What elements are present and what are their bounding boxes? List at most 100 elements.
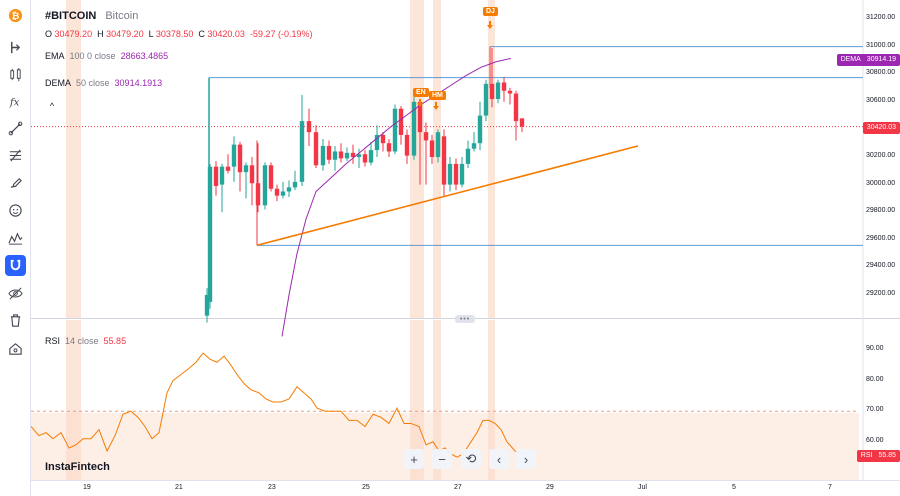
indicators-fx-icon[interactable]: fx: [5, 91, 26, 112]
candle: [380, 134, 386, 144]
rsi-legend[interactable]: RSI 14 close 55.85: [45, 336, 126, 346]
candle: [368, 150, 374, 163]
candle: [204, 295, 210, 316]
low-label: L: [148, 29, 154, 39]
candle: [332, 151, 338, 160]
time-axis-label: Jul: [638, 484, 647, 491]
cursor-icon[interactable]: [5, 37, 26, 58]
trend-line: [256, 145, 639, 247]
time-axis-label: 21: [175, 484, 183, 491]
event-arrow-icon: [417, 99, 423, 107]
magnet-icon[interactable]: [5, 255, 26, 276]
dema-value: 30914.1913: [114, 78, 163, 88]
candle: [350, 152, 356, 157]
candle: [507, 90, 513, 94]
svg-text:fx: fx: [9, 96, 20, 108]
candle: [262, 165, 268, 206]
home-icon[interactable]: [5, 338, 26, 359]
collapse-legend-button[interactable]: ^: [49, 101, 55, 111]
candle: [398, 108, 404, 135]
trash-icon[interactable]: [5, 310, 26, 331]
candle: [313, 132, 319, 166]
event-marker-dj[interactable]: DJ: [483, 7, 498, 16]
candle: [404, 134, 410, 156]
dema-legend[interactable]: DEMA 50 close 30914.1913: [45, 78, 162, 88]
open-value: 30479.20: [54, 29, 93, 39]
event-band-rsi: [66, 320, 81, 480]
event-band-rsi: [410, 320, 424, 480]
dema-params: 50 close: [76, 78, 110, 88]
smiley-icon[interactable]: [5, 200, 26, 221]
candle: [362, 154, 368, 163]
candle: [255, 183, 261, 206]
price-axis-label: 30800.00: [866, 69, 896, 77]
ema-name: EMA: [45, 51, 65, 61]
symbol-name[interactable]: #BITCOIN: [45, 10, 97, 22]
pane-resize-handle[interactable]: •••: [455, 315, 475, 323]
high-label: H: [97, 29, 104, 39]
candle: [483, 83, 489, 116]
candle: [219, 166, 225, 185]
event-band: [488, 0, 495, 318]
price-axis-label: 29800.00: [866, 207, 896, 215]
chart-canvas[interactable]: [31, 0, 900, 496]
candle: [465, 148, 471, 164]
ema-legend[interactable]: EMA 100 0 close 28663.4865: [45, 51, 168, 61]
fibonacci-icon[interactable]: [5, 145, 26, 166]
candle: [286, 187, 292, 192]
candle: [435, 132, 441, 157]
candle: [513, 93, 519, 122]
price-axis-label: 30600.00: [866, 96, 896, 104]
rsi-value-tag: RSI 55.85: [856, 450, 900, 462]
bitcoin-logo-icon: ₿: [5, 5, 26, 26]
trend-line-icon[interactable]: [5, 118, 26, 139]
candle: [501, 82, 507, 91]
candle: [338, 151, 344, 159]
rsi-value: 55.85: [103, 336, 127, 346]
event-band: [433, 0, 441, 318]
event-marker-hm[interactable]: HM: [429, 91, 446, 100]
svg-text:₿: ₿: [12, 11, 20, 21]
price-axis-label: 31000.00: [866, 41, 896, 49]
price-axis-label: 29400.00: [866, 262, 896, 270]
candle: [225, 166, 231, 171]
candle: [471, 143, 477, 149]
reset-chart-button[interactable]: ⟲: [461, 449, 481, 469]
patterns-icon[interactable]: [5, 228, 26, 249]
candle: [392, 108, 398, 152]
candle: [280, 191, 286, 196]
candle: [356, 154, 362, 157]
low-value: 30378.50: [155, 29, 194, 39]
price-axis-label: 31200.00: [866, 14, 896, 21]
eye-icon[interactable]: [5, 283, 26, 304]
rsi-axis-label: 90.00: [866, 345, 884, 352]
candle: [459, 163, 465, 185]
zoom-in-button[interactable]: +: [404, 449, 424, 469]
scroll-right-button[interactable]: ›: [516, 449, 536, 469]
rsi-name: RSI: [45, 336, 61, 346]
price-axis-label: 29200.00: [866, 290, 896, 297]
scroll-left-button[interactable]: ‹: [489, 449, 509, 469]
chart-area[interactable]: #BITCOIN Bitcoin O 30479.20 H 30479.20 L…: [31, 0, 900, 496]
dema-tag-label: DEMA: [840, 56, 861, 63]
candle: [411, 101, 417, 156]
candle: [447, 163, 453, 185]
symbol-description: Bitcoin: [105, 10, 139, 22]
candle: [429, 140, 435, 157]
candles-icon[interactable]: [5, 64, 26, 85]
price-axis-label: 30200.00: [866, 152, 896, 159]
dema-tag-value: 30914.19: [866, 56, 896, 63]
current-price-value: 30420.03: [866, 124, 896, 131]
zoom-out-button[interactable]: −: [432, 449, 452, 469]
brush-icon[interactable]: [5, 172, 26, 193]
event-band: [410, 0, 424, 318]
time-axis-label: 7: [828, 484, 832, 491]
close-label: C: [198, 29, 205, 39]
event-marker-en[interactable]: EN: [413, 88, 429, 97]
symbol-legend: #BITCOIN Bitcoin: [45, 10, 138, 22]
candle: [374, 134, 380, 151]
rsi-overbought-zone: [31, 413, 859, 480]
candle: [326, 145, 332, 160]
candle: [274, 188, 280, 196]
time-axis-label: 29: [546, 484, 554, 491]
